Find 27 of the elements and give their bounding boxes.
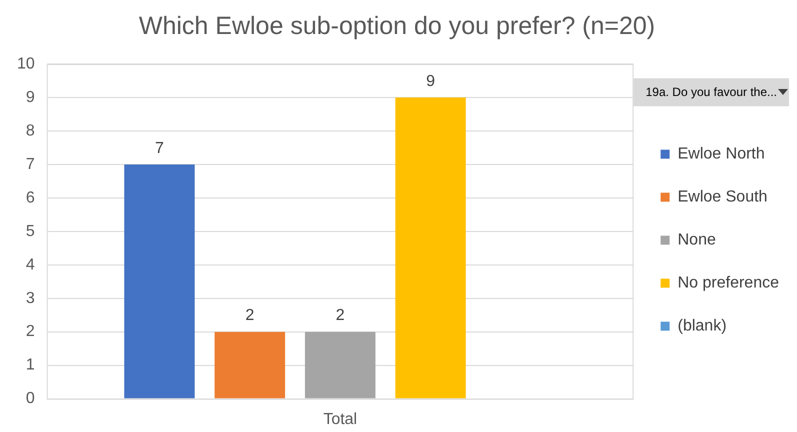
bar bbox=[214, 332, 286, 398]
legend-title: 19a. Do you favour the... bbox=[646, 85, 778, 100]
y-tick-label: 7 bbox=[26, 156, 35, 173]
data-label: 9 bbox=[426, 72, 436, 90]
legend-label: No preference bbox=[678, 274, 780, 292]
y-tick-label: 5 bbox=[26, 222, 35, 240]
y-tick-label: 1 bbox=[26, 356, 35, 374]
y-tick-label: 9 bbox=[26, 88, 35, 106]
y-tick-label: 8 bbox=[26, 122, 35, 140]
y-tick-label: 6 bbox=[26, 189, 35, 206]
chart-title: Which Ewloe sub-option do you prefer? (n=20) bbox=[138, 12, 656, 40]
data-label: 2 bbox=[245, 307, 254, 324]
legend-label: (blank) bbox=[678, 318, 727, 335]
legend-label: None bbox=[678, 232, 716, 249]
legend-label: Ewloe North bbox=[678, 146, 765, 163]
bar bbox=[124, 164, 195, 398]
bar bbox=[304, 332, 376, 398]
legend-label: Ewloe South bbox=[678, 188, 768, 206]
y-tick-label: 3 bbox=[26, 290, 35, 307]
y-tick-label: 0 bbox=[26, 390, 35, 408]
x-tick-label: Total bbox=[323, 410, 358, 428]
y-tick-label: 10 bbox=[17, 55, 35, 72]
data-label: 7 bbox=[155, 140, 164, 157]
bar bbox=[395, 97, 466, 398]
y-tick-label: 4 bbox=[26, 256, 35, 274]
data-label: 2 bbox=[336, 307, 345, 324]
y-tick-label: 2 bbox=[26, 323, 35, 340]
